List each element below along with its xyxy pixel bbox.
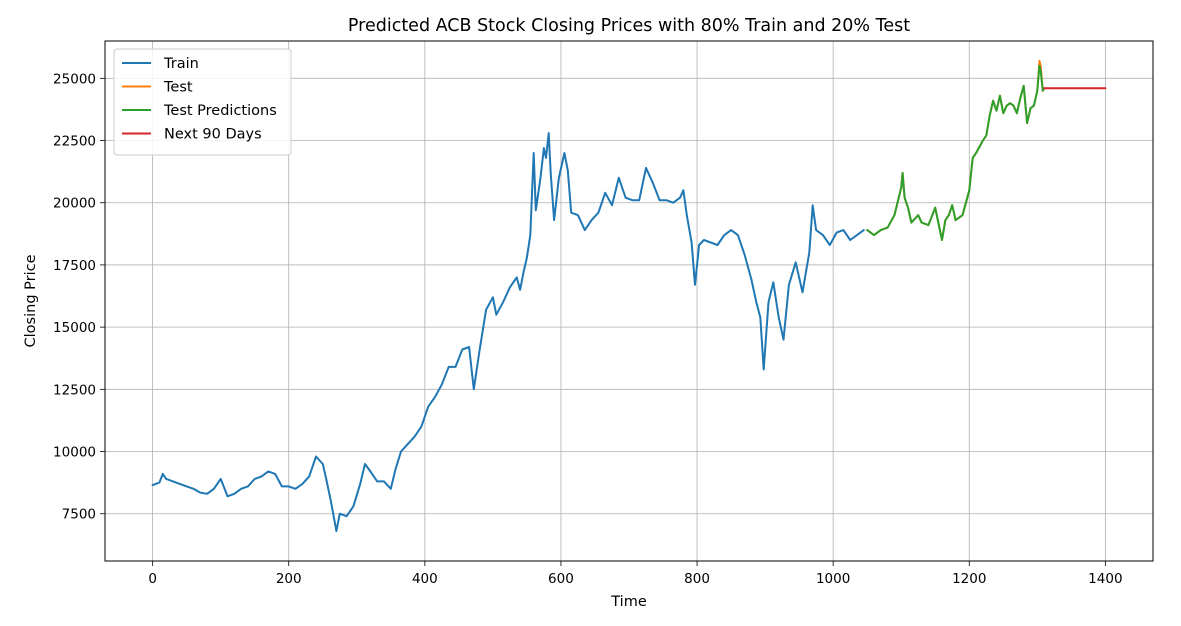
chart-title: Predicted ACB Stock Closing Prices with …	[348, 16, 910, 36]
y-tick-label: 20000	[53, 196, 96, 212]
y-tick-label: 17500	[53, 258, 96, 274]
series-line-train	[151, 132, 865, 533]
y-tick-label: 12500	[53, 382, 96, 398]
x-axis-label: Time	[610, 594, 647, 610]
grid	[105, 41, 1153, 561]
x-tick-label: 800	[684, 571, 710, 587]
x-tick-label: 600	[548, 571, 574, 587]
series-layer	[151, 59, 1107, 533]
x-tick-label: 1000	[816, 571, 850, 587]
x-tick-label: 1400	[1088, 571, 1122, 587]
x-tick-label: 0	[148, 571, 157, 587]
x-tick-label: 200	[276, 571, 302, 587]
legend-label-test-predictions: Test Predictions	[163, 103, 277, 119]
legend-label-test: Test	[163, 80, 193, 96]
series-line-test-predictions	[866, 64, 1046, 241]
legend-box	[113, 48, 292, 156]
x-tick-label: 1200	[952, 571, 986, 587]
legend: Train Test Test Predictions Next 90 Days	[113, 48, 292, 156]
y-axis-label: Closing Price	[23, 254, 39, 347]
legend-label-train: Train	[163, 56, 199, 72]
plot-frame	[104, 40, 1154, 562]
x-axis-ticks: 0 200 400 600 800 1000 1200 1400	[148, 561, 1123, 587]
y-axis-ticks: 7500 10000 12500 15000 17500 20000 22500 25000	[53, 71, 105, 523]
x-tick-label: 400	[412, 571, 438, 587]
legend-label-next-90-days: Next 90 Days	[164, 127, 262, 143]
y-tick-label: 7500	[62, 507, 96, 523]
y-tick-label: 25000	[53, 71, 96, 87]
y-tick-label: 10000	[53, 445, 96, 461]
y-tick-label: 15000	[53, 320, 96, 336]
y-tick-label: 22500	[53, 134, 96, 150]
